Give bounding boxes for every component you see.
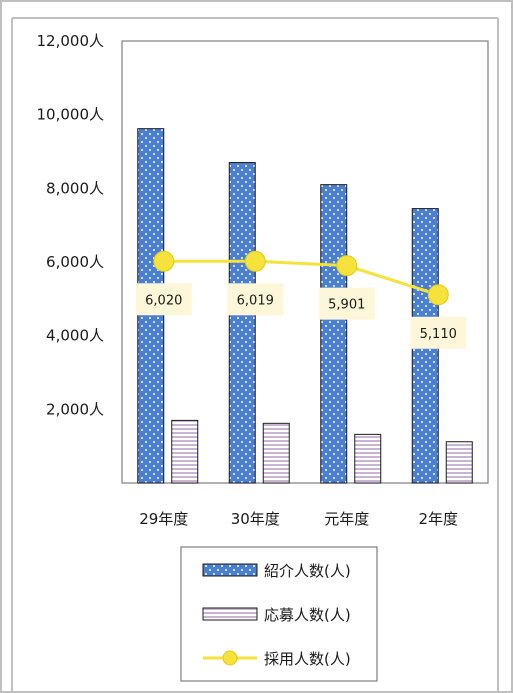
line-hires bbox=[163, 259, 439, 297]
y-tick-label: 8,000人 bbox=[46, 179, 104, 197]
line-series: 6,020 6,019 5,901 5,110 bbox=[135, 250, 467, 349]
x-axis-categories: 29年度 30年度 元年度 2年度 bbox=[139, 510, 458, 528]
bar-application-2 bbox=[354, 433, 382, 484]
legend-label: 採用人数(人) bbox=[264, 650, 351, 668]
bars bbox=[137, 128, 473, 484]
y-tick-label: 2,000人 bbox=[46, 400, 104, 418]
legend-label: 紹介人数(人) bbox=[264, 562, 351, 580]
category-label: 元年度 bbox=[324, 510, 369, 528]
legend-swatch-referral bbox=[202, 563, 258, 577]
data-label: 6,019 bbox=[237, 293, 274, 308]
bar-referral-2 bbox=[320, 184, 348, 484]
data-label: 5,901 bbox=[328, 298, 365, 313]
data-label: 5,110 bbox=[420, 327, 457, 342]
line-point bbox=[244, 250, 266, 272]
bar-application-1 bbox=[262, 422, 290, 484]
bar-referral-1 bbox=[228, 162, 256, 484]
legend-swatch-hires-marker bbox=[222, 650, 238, 666]
y-tick-label: 10,000人 bbox=[37, 106, 105, 124]
data-label-box bbox=[135, 283, 192, 316]
bar-application-3 bbox=[445, 441, 473, 484]
legend-swatch-application bbox=[202, 607, 258, 621]
y-tick-label: 4,000人 bbox=[46, 327, 104, 345]
legend-entries: 紹介人数(人) 応募人数(人) 採用人数(人) bbox=[202, 562, 351, 668]
category-label: 2年度 bbox=[418, 510, 458, 528]
line-point bbox=[336, 255, 358, 277]
data-label: 6,020 bbox=[145, 293, 182, 308]
data-label-box bbox=[410, 316, 467, 349]
category-label: 29年度 bbox=[139, 510, 188, 528]
line-point bbox=[153, 250, 175, 272]
y-tick-label: 12,000人 bbox=[37, 32, 105, 50]
category-label: 30年度 bbox=[231, 510, 280, 528]
data-label-box bbox=[227, 283, 284, 316]
bar-application-0 bbox=[171, 419, 199, 484]
y-tick-label: 6,000人 bbox=[46, 253, 104, 271]
data-label-box bbox=[318, 287, 375, 320]
y-axis-ticks: 2,000人 4,000人 6,000人 8,000人 10,000人 12,000人 bbox=[37, 32, 105, 418]
plot-area bbox=[121, 40, 489, 484]
legend-label: 応募人数(人) bbox=[264, 606, 351, 624]
line-point bbox=[427, 284, 449, 306]
